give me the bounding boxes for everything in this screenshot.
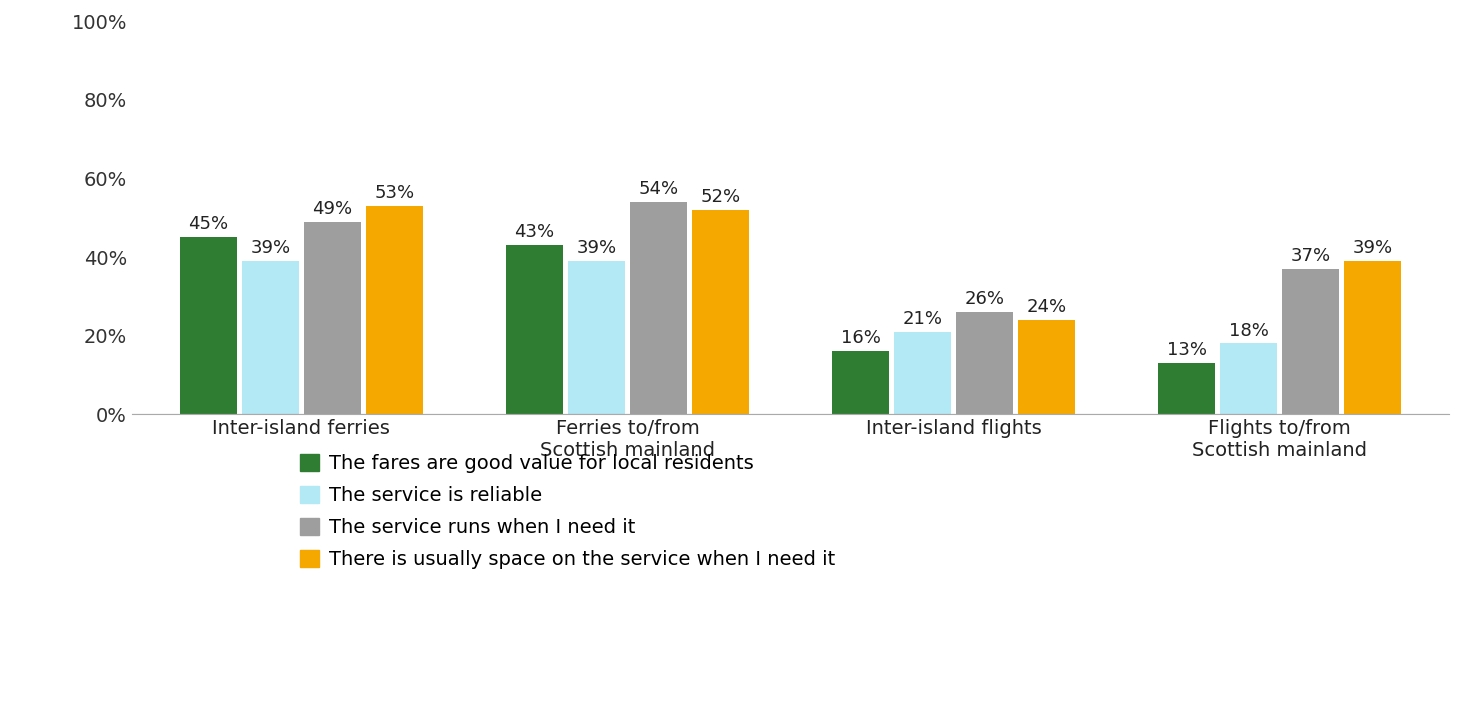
Bar <box>1221 343 1277 414</box>
Bar <box>1344 261 1401 414</box>
Text: 49%: 49% <box>312 200 353 218</box>
Text: 24%: 24% <box>1026 298 1067 316</box>
Bar <box>895 332 952 414</box>
Bar <box>305 222 360 414</box>
Legend: The fares are good value for local residents, The service is reliable, The servi: The fares are good value for local resid… <box>300 454 834 569</box>
Bar <box>242 261 299 414</box>
Text: 39%: 39% <box>1353 239 1392 257</box>
Text: 37%: 37% <box>1291 247 1331 265</box>
Bar <box>630 202 687 414</box>
Text: 54%: 54% <box>638 180 678 198</box>
Bar <box>1282 269 1340 414</box>
Bar <box>692 210 750 414</box>
Text: 16%: 16% <box>840 329 881 348</box>
Bar <box>507 246 564 414</box>
Bar <box>832 351 889 414</box>
Bar <box>568 261 625 414</box>
Text: 53%: 53% <box>375 184 414 202</box>
Text: 13%: 13% <box>1167 341 1206 359</box>
Bar <box>1017 320 1075 414</box>
Bar <box>956 312 1013 414</box>
Text: 39%: 39% <box>250 239 290 257</box>
Text: 43%: 43% <box>514 223 555 241</box>
Bar <box>180 238 237 414</box>
Text: 26%: 26% <box>965 290 1004 308</box>
Text: 45%: 45% <box>189 216 228 233</box>
Text: 18%: 18% <box>1228 321 1269 340</box>
Bar <box>1158 363 1215 414</box>
Bar <box>366 206 423 414</box>
Text: 52%: 52% <box>700 188 741 206</box>
Text: 21%: 21% <box>903 310 943 328</box>
Text: 39%: 39% <box>577 239 616 257</box>
